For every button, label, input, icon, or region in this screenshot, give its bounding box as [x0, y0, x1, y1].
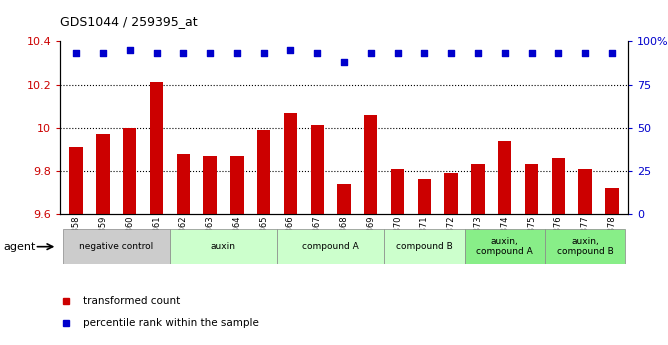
- Point: [205, 51, 216, 56]
- Text: agent: agent: [3, 242, 35, 252]
- Bar: [230, 156, 244, 214]
- Bar: [204, 156, 217, 214]
- Text: transformed count: transformed count: [83, 296, 180, 306]
- Text: compound A: compound A: [302, 242, 359, 251]
- Point: [580, 51, 591, 56]
- Point: [285, 47, 296, 53]
- Bar: [69, 147, 83, 214]
- Bar: [552, 158, 565, 214]
- Bar: [311, 126, 324, 214]
- Bar: [391, 169, 404, 214]
- Bar: [96, 134, 110, 214]
- Text: auxin,
compound B: auxin, compound B: [556, 237, 613, 256]
- Text: auxin: auxin: [211, 242, 236, 251]
- Bar: [605, 188, 619, 214]
- Point: [98, 51, 108, 56]
- Point: [392, 51, 403, 56]
- Bar: [464, 229, 545, 264]
- Bar: [150, 82, 163, 214]
- Bar: [284, 112, 297, 214]
- Bar: [337, 184, 351, 214]
- Point: [151, 51, 162, 56]
- Point: [472, 51, 483, 56]
- Point: [71, 51, 81, 56]
- Bar: [277, 229, 384, 264]
- Point: [526, 51, 537, 56]
- Point: [232, 51, 242, 56]
- Point: [259, 51, 269, 56]
- Bar: [176, 154, 190, 214]
- Text: negative control: negative control: [79, 242, 154, 251]
- Bar: [257, 130, 271, 214]
- Text: compound B: compound B: [396, 242, 453, 251]
- Bar: [418, 179, 431, 214]
- Point: [365, 51, 376, 56]
- Bar: [545, 229, 625, 264]
- Bar: [63, 229, 170, 264]
- Bar: [578, 169, 592, 214]
- Bar: [525, 164, 538, 214]
- Point: [124, 47, 135, 53]
- Bar: [471, 164, 484, 214]
- Bar: [364, 115, 377, 214]
- Text: auxin,
compound A: auxin, compound A: [476, 237, 533, 256]
- Point: [446, 51, 456, 56]
- Bar: [170, 229, 277, 264]
- Point: [312, 51, 323, 56]
- Point: [500, 51, 510, 56]
- Point: [178, 51, 188, 56]
- Bar: [498, 141, 512, 214]
- Bar: [123, 128, 136, 214]
- Text: GDS1044 / 259395_at: GDS1044 / 259395_at: [60, 14, 198, 28]
- Point: [607, 51, 617, 56]
- Point: [339, 59, 349, 65]
- Bar: [384, 229, 464, 264]
- Point: [419, 51, 430, 56]
- Point: [553, 51, 564, 56]
- Bar: [444, 173, 458, 214]
- Text: percentile rank within the sample: percentile rank within the sample: [83, 318, 259, 328]
